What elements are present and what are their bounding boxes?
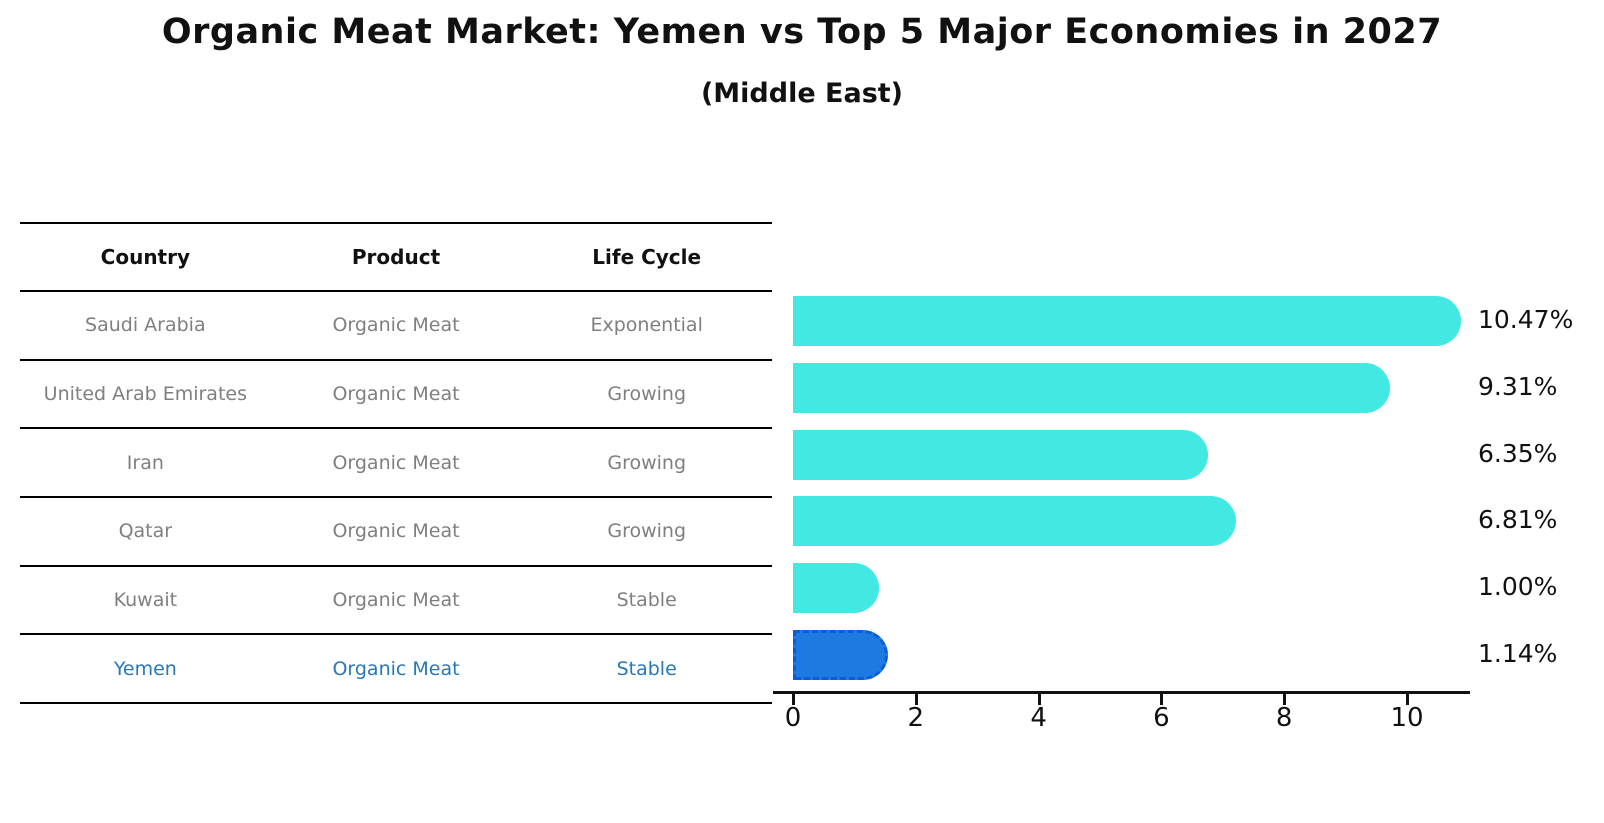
life-cycle-cell: Growing [607,451,687,474]
country-cell: United Arab Emirates [43,383,247,406]
x-tick [792,694,795,705]
x-tick [914,694,918,705]
value-label: 6.81% [1478,505,1558,535]
value-label: 10.47% [1478,305,1574,335]
table-header-cell: Life Cycle [592,245,702,269]
country-cell: Yemen [113,657,177,680]
life-cycle-cell: Growing [607,520,687,543]
table-row-yemen: Yemen Organic Meat Stable [20,635,772,705]
table-row: Qatar Organic Meat Growing [20,498,772,567]
table-row: Kuwait Organic Meat Stable [20,567,772,636]
product-cell: Organic Meat [332,314,460,337]
product-cell: Organic Meat [332,520,460,543]
bar-yemen [793,629,888,680]
bar-united-arab-emirates [793,363,1390,414]
x-tick-label: 0 [784,703,802,733]
bar-iran [793,429,1208,480]
value-label: 9.31% [1478,372,1558,402]
x-axis [773,691,1470,694]
country-cell: Qatar [118,520,173,543]
product-cell: Organic Meat [332,589,460,612]
life-cycle-cell: Stable [616,657,677,680]
product-cell: Organic Meat [332,383,460,406]
country-cell: Kuwait [113,589,178,612]
x-tick-label: 6 [1153,703,1170,733]
value-label: 1.00% [1478,572,1558,602]
table-row: United Arab Emirates Organic Meat Growing [20,361,772,430]
bar-kuwait [793,563,880,614]
country-cell: Iran [126,451,164,474]
table-header-cell: Country [100,245,191,269]
x-tick-label: 10 [1390,703,1424,733]
life-cycle-cell: Growing [607,383,687,406]
x-tick [1406,694,1409,705]
chart-subtitle: (Middle East) [700,78,904,109]
country-table: Country Product Life Cycle Saudi Arabia Orga… [20,222,772,705]
bar-qatar [793,496,1237,547]
x-tick-label: 4 [1030,703,1047,733]
bar-saudi-arabia [793,296,1461,347]
x-tick-label: 2 [907,703,925,733]
value-label: 1.14% [1478,638,1558,668]
life-cycle-cell: Stable [616,589,677,612]
product-cell: Organic Meat [332,657,460,680]
life-cycle-cell: Exponential [590,314,703,337]
chart-title: Organic Meat Market: Yemen vs Top 5 Majo… [161,12,1443,52]
x-tick-label: 8 [1275,703,1293,733]
table-row: Saudi Arabia Organic Meat Exponential [20,292,772,361]
value-label: 6.35% [1478,438,1558,468]
x-tick [1283,694,1287,705]
country-cell: Saudi Arabia [85,314,206,337]
x-tick [1037,694,1041,705]
table-header-row: Country Product Life Cycle [20,222,772,292]
table-row: Iran Organic Meat Growing [20,429,772,499]
x-tick [1160,694,1164,705]
product-cell: Organic Meat [332,451,460,474]
table-header-cell: Product [351,245,441,269]
